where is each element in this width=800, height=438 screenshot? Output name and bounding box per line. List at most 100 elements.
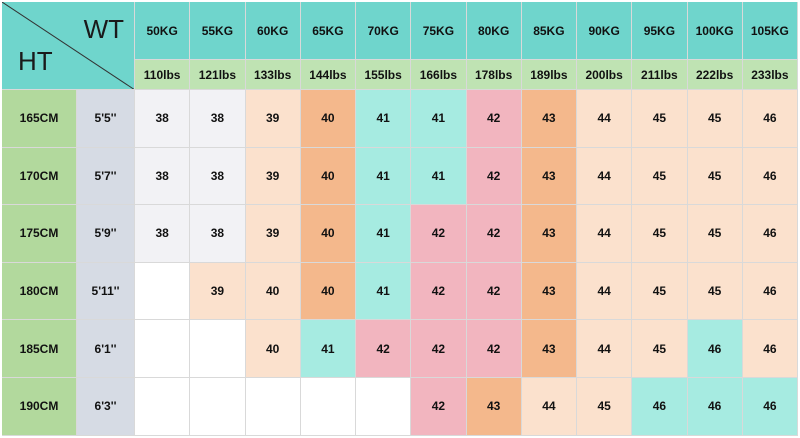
empty-cell <box>135 378 191 436</box>
size-cell: 41 <box>411 147 467 206</box>
size-cell: 40 <box>245 262 301 321</box>
weight-lbs-header: 144lbs <box>300 60 356 90</box>
size-cell: 40 <box>300 147 356 206</box>
size-cell: 41 <box>356 262 412 321</box>
size-cell: 43 <box>521 320 577 378</box>
size-cell: 44 <box>577 205 633 263</box>
size-cell: 46 <box>742 262 798 321</box>
size-cell: 38 <box>190 90 246 148</box>
empty-cell <box>356 378 412 436</box>
weight-lbs-header: 222lbs <box>687 60 743 90</box>
size-cell: 39 <box>190 262 246 321</box>
weight-kg-header: 60KG <box>245 2 301 60</box>
size-cell: 41 <box>356 205 412 263</box>
weight-kg-header: 85KG <box>521 2 577 60</box>
size-cell: 43 <box>521 262 577 321</box>
weight-lbs-header: 189lbs <box>521 60 577 90</box>
weight-lbs-header: 166lbs <box>411 60 467 90</box>
size-cell: 45 <box>632 320 688 378</box>
size-cell: 43 <box>521 147 577 206</box>
size-cell: 45 <box>577 378 633 436</box>
size-cell: 38 <box>190 147 246 206</box>
size-cell: 42 <box>466 205 522 263</box>
size-cell: 41 <box>300 320 356 378</box>
size-cell: 40 <box>300 90 356 148</box>
size-cell: 42 <box>411 320 467 378</box>
height-cm-label: 175CM <box>2 205 77 263</box>
weight-kg-header: 55KG <box>190 2 246 60</box>
size-cell: 38 <box>190 205 246 263</box>
size-cell: 41 <box>411 90 467 148</box>
weight-kg-header: 70KG <box>356 2 412 60</box>
weight-kg-header: 90KG <box>577 2 633 60</box>
size-cell: 41 <box>356 147 412 206</box>
weight-lbs-header: 233lbs <box>742 60 798 90</box>
weight-lbs-header: 211lbs <box>632 60 688 90</box>
height-ft-label: 5'11'' <box>77 262 135 321</box>
height-cm-label: 170CM <box>2 147 77 206</box>
size-cell: 43 <box>466 378 522 436</box>
weight-kg-header: 65KG <box>300 2 356 60</box>
size-cell: 39 <box>245 205 301 263</box>
size-cell: 45 <box>632 205 688 263</box>
height-ft-label: 6'3'' <box>77 378 135 436</box>
height-axis-label: HT <box>18 46 53 76</box>
empty-cell <box>135 262 191 321</box>
size-cell: 45 <box>632 90 688 148</box>
size-cell: 45 <box>687 90 743 148</box>
size-cell: 42 <box>466 262 522 321</box>
size-cell: 39 <box>245 147 301 206</box>
size-cell: 43 <box>521 205 577 263</box>
weight-lbs-header: 200lbs <box>577 60 633 90</box>
corner-diagonal-line <box>2 2 134 89</box>
weight-lbs-header: 155lbs <box>356 60 412 90</box>
size-cell: 45 <box>687 147 743 206</box>
weight-lbs-header: 121lbs <box>190 60 246 90</box>
size-cell: 40 <box>245 320 301 378</box>
height-cm-label: 190CM <box>2 378 77 436</box>
size-cell: 45 <box>687 205 743 263</box>
weight-kg-header: 105KG <box>742 2 798 60</box>
height-cm-label: 165CM <box>2 90 77 148</box>
size-cell: 46 <box>742 205 798 263</box>
size-cell: 44 <box>577 262 633 321</box>
size-cell: 42 <box>411 378 467 436</box>
weight-lbs-header: 110lbs <box>135 60 191 90</box>
size-cell: 46 <box>742 147 798 206</box>
height-ft-label: 5'7'' <box>77 147 135 206</box>
size-cell: 45 <box>632 147 688 206</box>
size-cell: 42 <box>411 205 467 263</box>
size-cell: 44 <box>577 90 633 148</box>
size-cell: 38 <box>135 205 191 263</box>
weight-axis-label: WT <box>83 14 124 44</box>
size-cell: 38 <box>135 90 191 148</box>
height-ft-label: 5'5'' <box>77 90 135 148</box>
size-cell: 43 <box>521 90 577 148</box>
height-cm-label: 185CM <box>2 320 77 378</box>
height-ft-label: 6'1'' <box>77 320 135 378</box>
size-cell: 46 <box>632 378 688 436</box>
size-cell: 46 <box>742 90 798 148</box>
size-cell: 42 <box>356 320 412 378</box>
empty-cell <box>300 378 356 436</box>
size-cell: 44 <box>521 378 577 436</box>
size-cell: 45 <box>632 262 688 321</box>
size-cell: 40 <box>300 262 356 321</box>
size-cell: 46 <box>742 378 798 436</box>
empty-cell <box>245 378 301 436</box>
weight-lbs-header: 133lbs <box>245 60 301 90</box>
empty-cell <box>135 320 191 378</box>
size-cell: 42 <box>466 90 522 148</box>
size-cell: 44 <box>577 320 633 378</box>
empty-cell <box>190 378 246 436</box>
empty-cell <box>190 320 246 378</box>
size-cell: 42 <box>411 262 467 321</box>
size-cell: 42 <box>466 320 522 378</box>
size-cell: 46 <box>687 378 743 436</box>
size-cell: 46 <box>742 320 798 378</box>
size-cell: 45 <box>687 262 743 321</box>
size-cell: 46 <box>687 320 743 378</box>
weight-kg-header: 80KG <box>466 2 522 60</box>
weight-kg-header: 95KG <box>632 2 688 60</box>
